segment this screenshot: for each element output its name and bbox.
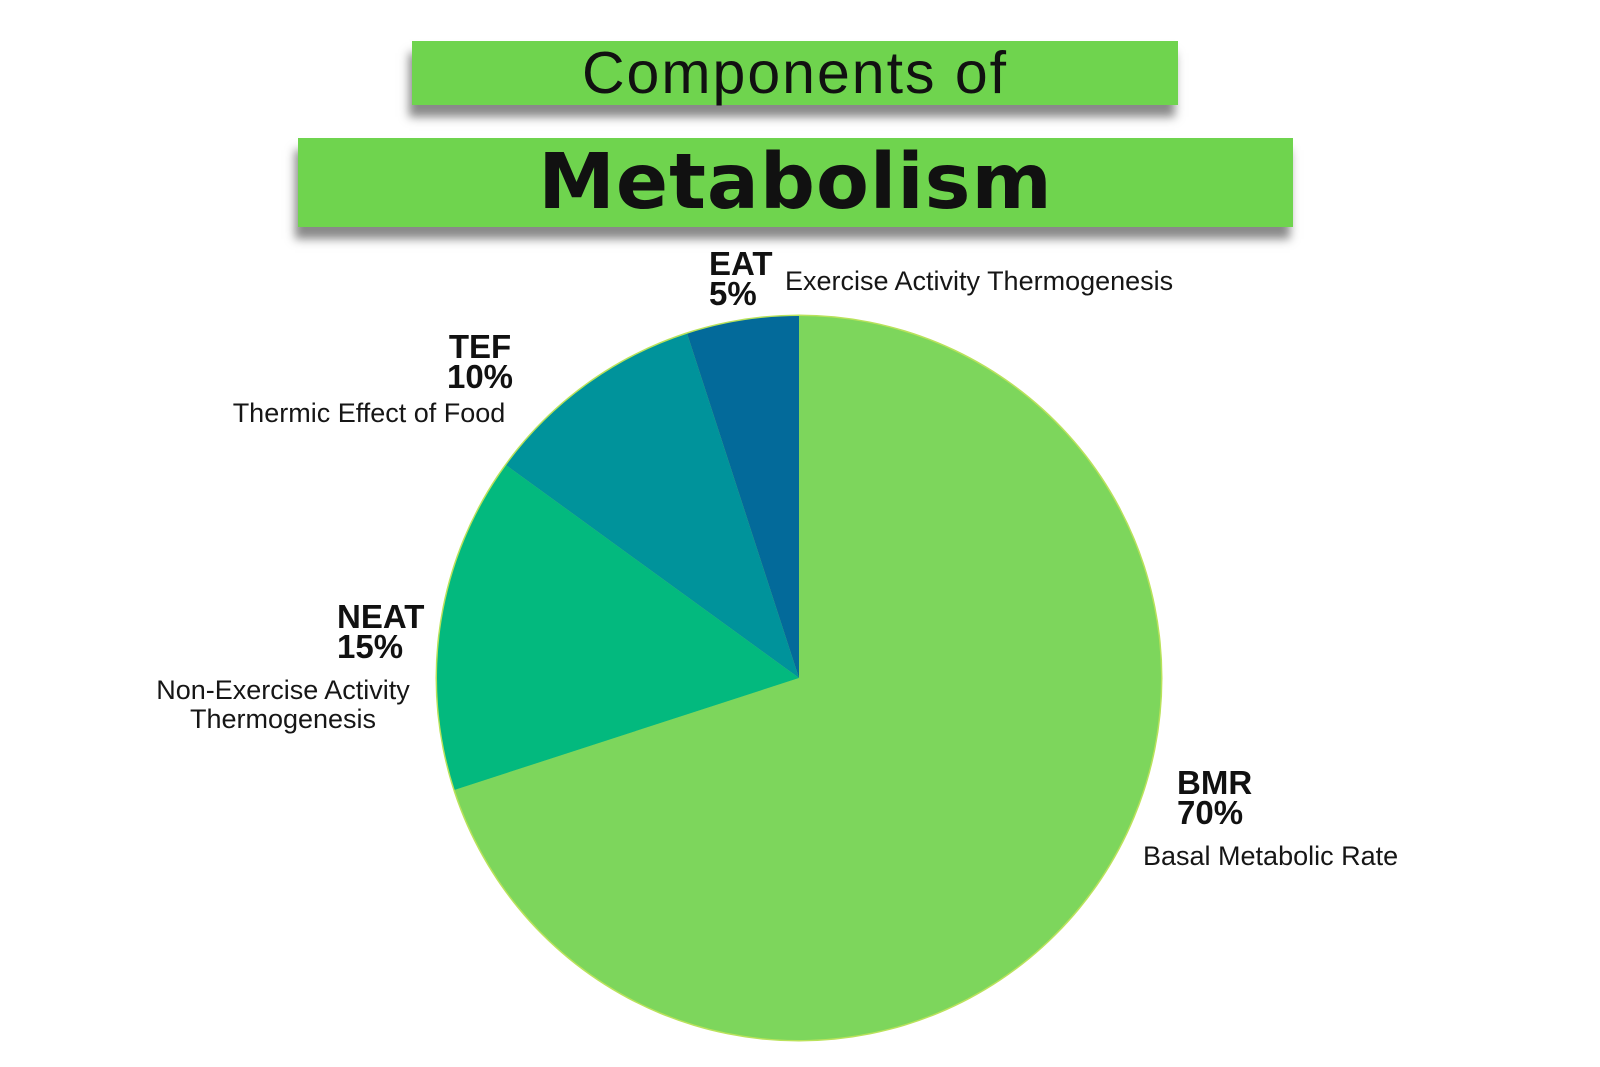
label-neat: NEAT 15% — [337, 598, 425, 665]
label-tef-fullname: Thermic Effect of Food — [232, 398, 506, 428]
label-tef-pct: 10% — [446, 358, 514, 395]
pie-slice-eat — [687, 316, 799, 678]
label-neat-fullname: Non-Exercise Activity Thermogenesis — [156, 675, 410, 734]
label-neat-pct: 15% — [337, 628, 404, 665]
pie-slice-bmr — [454, 316, 1162, 1040]
label-bmr: BMR 70% — [1177, 764, 1253, 831]
title-banner-main: Metabolism — [298, 138, 1293, 227]
label-eat-pct: 5% — [709, 275, 757, 312]
label-neat-acronym: NEAT — [337, 598, 425, 635]
title-banner-top: Components of — [412, 40, 1178, 106]
label-eat-fullname: Exercise Activity Thermogenesis — [785, 266, 1174, 296]
pie-slices — [437, 316, 1162, 1040]
label-tef-acronym: TEF — [448, 328, 512, 365]
pie-slice-neat — [437, 465, 799, 790]
label-bmr-pct: 70% — [1177, 794, 1244, 831]
label-eat-acronym: EAT — [709, 245, 773, 282]
pie-slice-tef — [506, 333, 799, 678]
label-tef: TEF 10% — [446, 328, 514, 395]
label-eat: EAT 5% — [709, 245, 773, 312]
title-line1: Components of — [581, 40, 1009, 106]
title-line2: Metabolism — [538, 138, 1053, 227]
label-bmr-acronym: BMR — [1177, 764, 1253, 801]
label-bmr-fullname: Basal Metabolic Rate — [1143, 841, 1399, 871]
